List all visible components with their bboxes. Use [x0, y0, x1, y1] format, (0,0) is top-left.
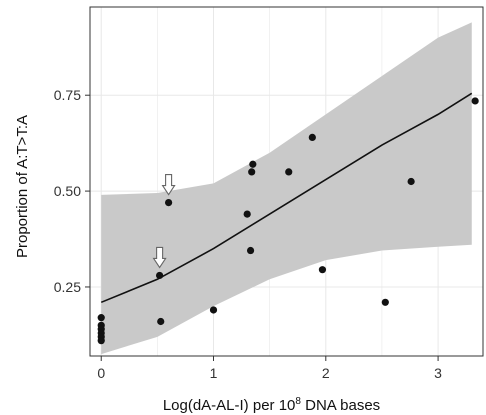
data-point: [471, 97, 479, 105]
x-axis-title-main: Log(dA-AL-I) per 10: [163, 397, 296, 414]
panel-border: [89, 6, 484, 357]
data-point: [209, 306, 218, 314]
x-axis-title-tail: DNA bases: [301, 397, 380, 414]
annotation-arrow-icon: [152, 246, 167, 269]
x-tick-label: 2: [322, 365, 330, 381]
data-point: [97, 337, 105, 345]
annotation-arrows: [152, 174, 176, 269]
y-axis-ticks: 0.25 0.50 0.75: [54, 87, 90, 295]
data-point: [165, 198, 173, 207]
data-point: [246, 246, 255, 255]
y-axis-title: Proportion of A:T>T:A: [14, 115, 31, 258]
x-tick-label: 0: [97, 365, 105, 381]
y-tick-label: 0.25: [54, 279, 81, 295]
data-point: [308, 133, 316, 141]
data-point: [381, 298, 389, 306]
x-axis-title: Log(dA-AL-I) per 108 DNA bases: [163, 396, 380, 414]
x-axis-ticks: 0 1 2 3: [97, 356, 442, 381]
x-axis-title-superscript: 8: [295, 396, 301, 407]
y-tick-label: 0.75: [54, 87, 81, 103]
data-point: [156, 271, 164, 280]
fit-line: [100, 92, 473, 304]
confidence-band: [101, 22, 472, 355]
x-tick-label: 1: [210, 365, 218, 381]
data-point: [318, 266, 327, 274]
data-point: [249, 160, 257, 168]
data-point: [157, 317, 165, 326]
data-point: [285, 168, 293, 176]
data-points: [97, 97, 479, 345]
data-point: [248, 168, 256, 176]
data-point: [97, 314, 105, 322]
y-tick-label: 0.50: [54, 183, 81, 199]
x-tick-label: 3: [434, 365, 442, 381]
data-point: [243, 210, 251, 218]
annotation-arrow-icon: [161, 174, 176, 196]
data-point: [407, 177, 415, 186]
